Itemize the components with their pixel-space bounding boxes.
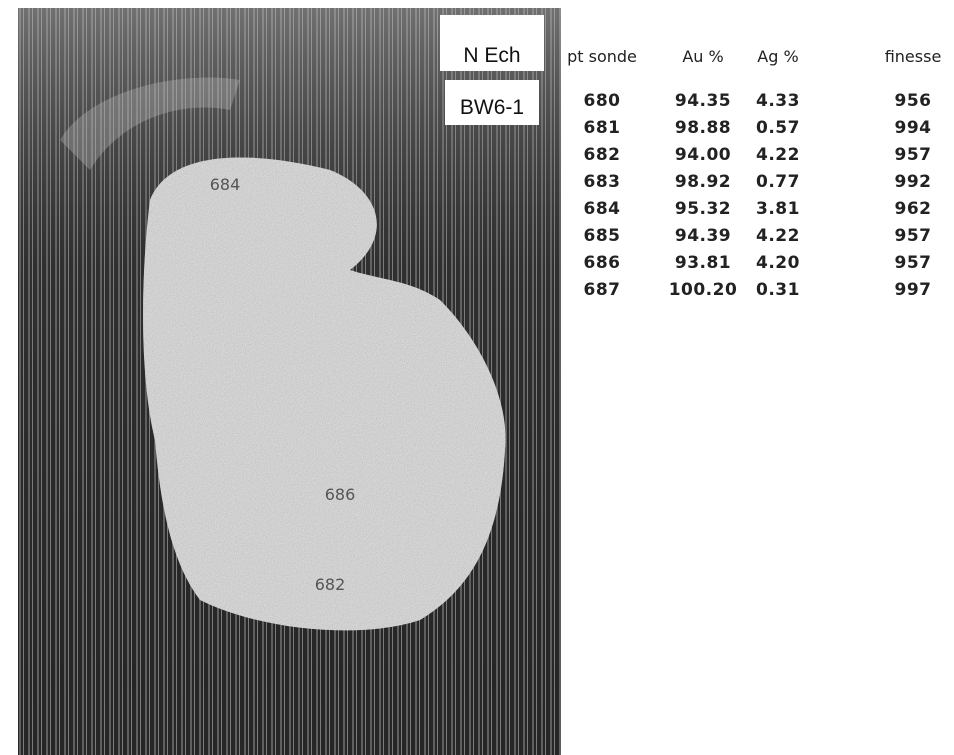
table-cell: 95.32 [675, 199, 731, 219]
table-cell: 100.20 [669, 280, 738, 300]
label-box [440, 15, 544, 71]
table-cell: 992 [895, 172, 932, 192]
table-cell: 957 [895, 253, 932, 273]
debris [60, 77, 240, 170]
table-cell: 4.33 [756, 91, 800, 111]
table-cell: 684 [584, 199, 621, 219]
table-cell: 962 [895, 199, 932, 219]
table-cell: 680 [584, 91, 621, 111]
micrograph: 684 686 682 N Ech BW6-1 [18, 8, 561, 755]
table-cell: 685 [584, 226, 621, 246]
table-cell: 682 [584, 145, 621, 165]
table-cell: 94.35 [675, 91, 731, 111]
table-cell: 4.22 [756, 145, 800, 165]
sample-header: N Ech [463, 44, 520, 67]
table-cell: 683 [584, 172, 621, 192]
point-label: 684 [210, 175, 241, 194]
column-header: finesse [885, 47, 942, 66]
table-cell: 98.92 [675, 172, 731, 192]
column-header: Au % [682, 47, 723, 66]
table-cell: 957 [895, 226, 932, 246]
table-cell: 681 [584, 118, 621, 138]
table-cell: 956 [895, 91, 932, 111]
table-cell: 4.20 [756, 253, 800, 273]
label-box [445, 80, 539, 125]
table-cell: 686 [584, 253, 621, 273]
analysis-table: pt sonde Au % Ag % finesse 680 94.35 4.33 956 68… [567, 47, 941, 300]
column-header: Ag % [757, 47, 798, 66]
table-cell: 0.31 [756, 280, 800, 300]
table-cell: 4.22 [756, 226, 800, 246]
table-cell: 957 [895, 145, 932, 165]
sample-id: BW6-1 [460, 96, 524, 119]
point-label: 682 [315, 575, 346, 594]
point-label: 686 [325, 485, 356, 504]
table-cell: 3.81 [756, 199, 800, 219]
table-cell: 0.57 [756, 118, 800, 138]
table-cell: 997 [895, 280, 932, 300]
table-cell: 94.00 [675, 145, 731, 165]
table-cell: 98.88 [675, 118, 731, 138]
table-cell: 994 [895, 118, 932, 138]
table-cell: 687 [584, 280, 621, 300]
table-cell: 93.81 [675, 253, 731, 273]
column-header: pt sonde [567, 47, 637, 66]
grain-texture [143, 157, 506, 631]
table-cell: 94.39 [675, 226, 731, 246]
table-cell: 0.77 [756, 172, 800, 192]
